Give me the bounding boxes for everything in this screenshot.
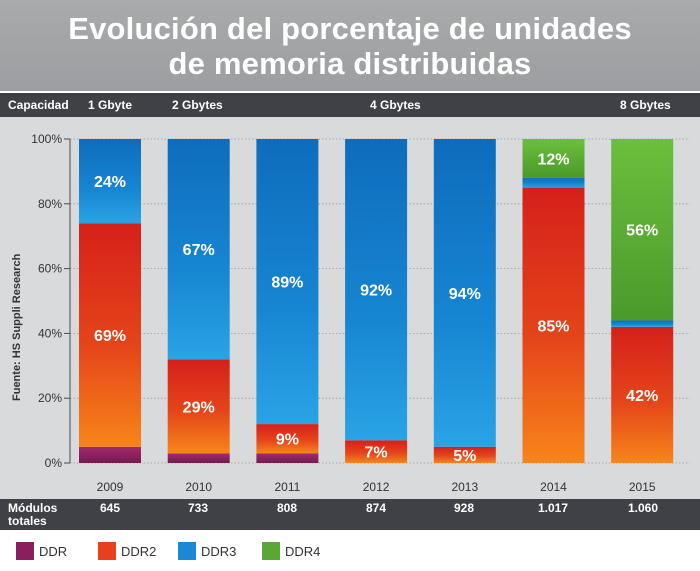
data-label-ddr2-2015: 42% xyxy=(626,388,658,405)
bar-ddr2-2014 xyxy=(522,187,585,463)
legend-swatch-ddr3 xyxy=(178,542,196,560)
bar-ddr2-2013 xyxy=(433,446,496,463)
x-label-2015: 2015 xyxy=(629,480,656,494)
bar-ddr3-2010 xyxy=(167,139,230,360)
legend-item-ddr: DDR xyxy=(16,541,67,561)
bar-ddr3-2015 xyxy=(611,320,674,327)
bar-ddr2-2012 xyxy=(345,440,408,463)
bar-ddr3-2014 xyxy=(522,177,585,188)
legend-item-ddr2: DDR2 xyxy=(98,541,156,561)
y-tick-label-40: 40% xyxy=(38,326,62,340)
modules-2014: 1.017 xyxy=(537,501,569,515)
capacity-8gbytes: 8 Gbytes xyxy=(620,98,671,112)
bar-ddr4-2014 xyxy=(522,139,585,178)
x-label-2013: 2013 xyxy=(451,480,478,494)
chart-title: Evolución del porcentaje de unidades de … xyxy=(0,0,700,91)
legend-label-ddr: DDR xyxy=(39,543,68,559)
legend-label-ddr4: DDR4 xyxy=(285,543,321,559)
legend-label-ddr2: DDR2 xyxy=(121,543,157,559)
modules-label-line1: Módulos xyxy=(8,501,58,515)
y-tick-label-100: 100% xyxy=(31,132,62,146)
bar-ddr3-2011 xyxy=(256,139,319,425)
x-label-2011: 2011 xyxy=(274,480,300,494)
source-note: Fuente: HS Suppli Research xyxy=(11,253,23,401)
x-label-2012: 2012 xyxy=(363,480,390,494)
bar-ddr4-2015 xyxy=(611,139,674,321)
y-tick-label-80: 80% xyxy=(38,197,62,211)
data-label-ddr2-2009: 69% xyxy=(94,328,126,345)
bar-ddr3-2009 xyxy=(79,139,141,224)
modules-2013: 928 xyxy=(453,501,475,515)
y-tick-label-60: 60% xyxy=(38,262,62,276)
data-label-ddr3-2012: 92% xyxy=(360,283,392,300)
bar-ddr2-2009 xyxy=(79,223,141,447)
bar-ddr2-2011 xyxy=(256,424,319,454)
bar-ddr3-2012 xyxy=(345,139,408,441)
data-label-ddr2-2010: 29% xyxy=(183,399,215,416)
capacity-bar: Capacidad 1 Gbyte 2 Gbytes 4 Gbytes 8 Gb… xyxy=(0,93,700,117)
modules-2010: 733 xyxy=(187,501,209,515)
x-label-2010: 2010 xyxy=(185,480,212,494)
data-label-ddr4-2015: 56% xyxy=(626,223,658,240)
stacked-bar-chart: 69%24%29%67%9%89%7%92%5%94%85%12%42%56% … xyxy=(11,132,690,494)
capacity-2gbytes: 2 Gbytes xyxy=(172,98,223,112)
data-label-ddr2-2011: 9% xyxy=(276,432,299,449)
y-tick-label-20: 20% xyxy=(38,391,62,405)
legend-item-ddr4: DDR4 xyxy=(262,541,320,561)
data-label-ddr3-2010: 67% xyxy=(183,242,215,259)
legend-swatch-ddr4 xyxy=(262,542,280,560)
legend-swatch-ddr xyxy=(16,542,34,560)
data-label-ddr2-2013: 5% xyxy=(453,448,476,465)
bar-ddr3-2013 xyxy=(433,139,496,447)
capacity-label: Capacidad xyxy=(8,98,69,112)
legend-label-ddr3: DDR3 xyxy=(201,543,237,559)
modules-2011: 808 xyxy=(276,501,298,515)
modules-bar: Módulos totales 645 733 808 874 928 1.01… xyxy=(0,499,700,530)
data-label-ddr2-2012: 7% xyxy=(365,445,388,462)
x-label-2009: 2009 xyxy=(97,480,124,494)
modules-label-line2: totales xyxy=(8,514,47,528)
bar-ddr2-2015 xyxy=(611,326,674,463)
bar-ddr-2011 xyxy=(256,453,319,463)
modules-2009: 645 xyxy=(99,501,121,515)
y-tick-label-0: 0% xyxy=(45,456,63,470)
legend-swatch-ddr2 xyxy=(98,542,116,560)
modules-label: Módulos totales xyxy=(8,502,57,528)
modules-2015: 1.060 xyxy=(627,501,659,515)
data-label-ddr3-2009: 24% xyxy=(94,174,126,191)
data-label-ddr3-2011: 89% xyxy=(271,275,303,292)
bar-ddr-2009 xyxy=(79,446,141,463)
data-label-ddr4-2014: 12% xyxy=(537,151,569,168)
data-label-ddr2-2014: 85% xyxy=(537,318,569,335)
bar-ddr-2010 xyxy=(167,453,230,463)
title-line-2: de memoria distribuidas xyxy=(168,45,532,81)
bar-ddr2-2010 xyxy=(167,359,230,454)
capacity-1gbyte: 1 Gbyte xyxy=(88,98,133,112)
capacity-4gbytes: 4 Gbytes xyxy=(370,98,421,112)
x-label-2014: 2014 xyxy=(540,480,567,494)
legend: DDR DDR2 DDR3 DDR4 xyxy=(0,530,700,571)
modules-2012: 874 xyxy=(365,501,387,515)
data-label-ddr3-2013: 94% xyxy=(449,286,481,303)
title-line-1: Evolución del porcentaje de unidades xyxy=(68,10,632,46)
legend-item-ddr3: DDR3 xyxy=(178,541,236,561)
